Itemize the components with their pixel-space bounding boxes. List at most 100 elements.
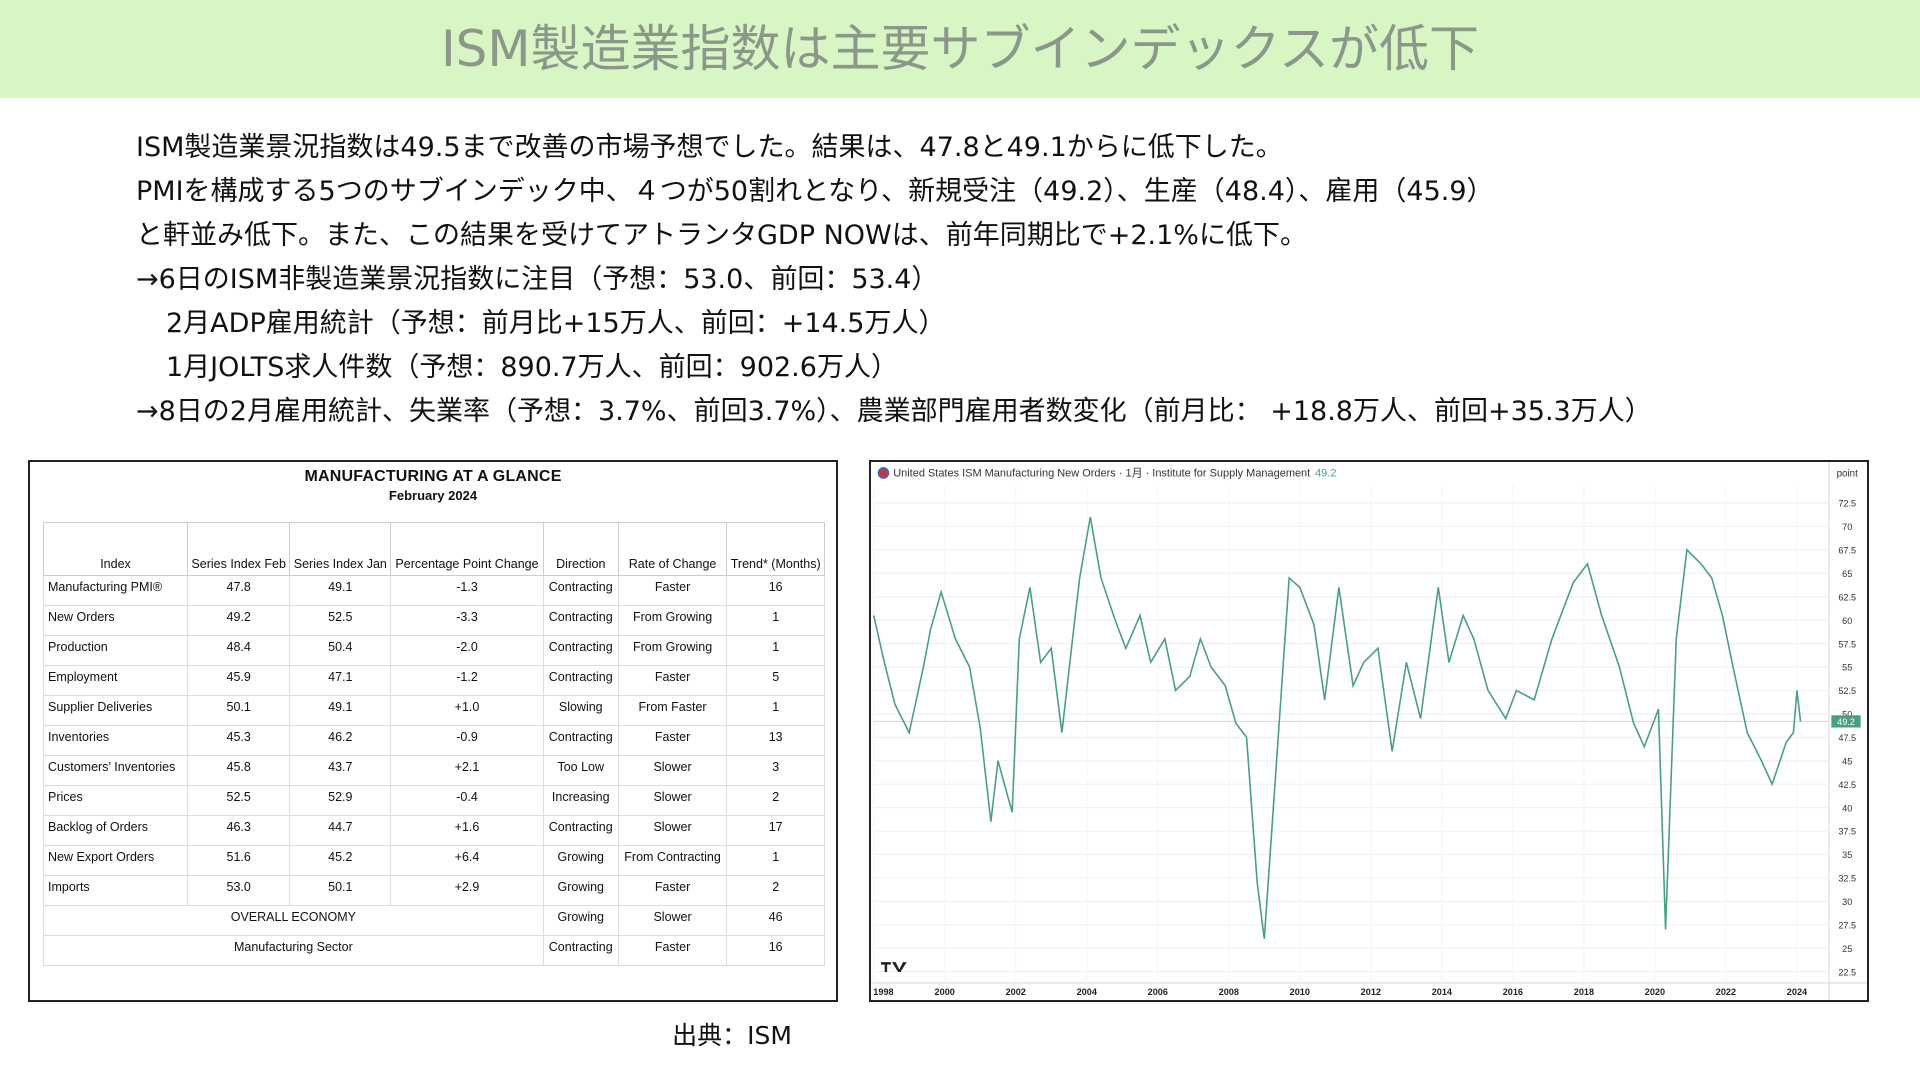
table-cell: 5 — [726, 665, 825, 696]
table-cell: Faster — [617, 875, 728, 906]
table-cell: 47.8 — [186, 575, 291, 606]
table-cell: New Export Orders — [43, 845, 188, 876]
text-line: 2月ADP雇用統計（予想：前月比+15万人、前回：+14.5万人） — [166, 308, 946, 339]
header-row: Index Series Index Feb Series Index Jan Per… — [43, 522, 825, 576]
table-cell: 48.4 — [186, 635, 291, 666]
table-row: Manufacturing PMI® 47.8 49.1 -1.3 Contractin… — [43, 575, 825, 606]
x-tick-label: 2004 — [1077, 987, 1098, 997]
table-row: Manufacturing Sector Contracting Faster 16 — [43, 935, 825, 966]
table-cell: Too Low — [542, 755, 619, 786]
table-row: Inventories 45.3 46.2 -0.9 Contracting Faster… — [43, 725, 825, 756]
table-cell: Production — [43, 635, 188, 666]
table-cell: 45.2 — [289, 845, 392, 876]
x-tick-label: 2022 — [1716, 987, 1736, 997]
table-cell: 45.8 — [186, 755, 291, 786]
table-row: New Export Orders 51.6 45.2 +6.4 Growing From… — [43, 845, 825, 876]
table-cell: Contracting — [542, 935, 619, 966]
y-tick-label: 60 — [1842, 616, 1852, 626]
table-cell: 46 — [726, 905, 825, 936]
table-cell: -0.4 — [390, 785, 544, 816]
flag-icon — [877, 467, 890, 479]
chart-panel: United States ISM Manufacturing New Orde… — [869, 460, 1869, 1002]
table-cell: Slowing — [542, 695, 619, 726]
table-row: Backlog of Orders 46.3 44.7 +1.6 Contracting… — [43, 815, 825, 846]
table-cell: Slower — [617, 815, 728, 846]
table-row: OVERALL ECONOMY Growing Slower 46 — [43, 905, 825, 936]
table-cell: Supplier Deliveries — [43, 695, 188, 726]
last-value-tag-label: 49.2 — [1837, 717, 1855, 727]
table-cell: 50.1 — [186, 695, 291, 726]
table-cell: Manufacturing PMI® — [43, 575, 188, 606]
x-tick-label: 2002 — [1006, 987, 1026, 997]
table-cell: Contracting — [542, 725, 619, 756]
text-line: と軒並み低下。また、この結果を受けてアトランタGDP NOWは、前年同期比で+2… — [136, 220, 1307, 251]
table-cell: Slower — [617, 755, 728, 786]
table-title: MANUFACTURING AT A GLANCE — [304, 468, 562, 485]
table-cell: 43.7 — [289, 755, 392, 786]
table-cell: 2 — [726, 875, 825, 906]
table-cell: 17 — [726, 815, 825, 846]
x-tick-label: 2016 — [1503, 987, 1523, 997]
table-cell: Faster — [617, 725, 728, 756]
x-tick-label: 2014 — [1432, 987, 1453, 997]
table-row: Prices 52.5 52.9 -0.4 Increasing Slower 2 — [43, 785, 825, 816]
table-cell: Increasing — [542, 785, 619, 816]
last-value-label: 49.2 — [1315, 468, 1336, 480]
table-cell: +1.6 — [390, 815, 544, 846]
y-tick-label: 37.5 — [1838, 827, 1856, 837]
table-cell: 1 — [726, 605, 825, 636]
y-tick-label: 50 — [1842, 710, 1852, 720]
table-cell: 51.6 — [186, 845, 291, 876]
y-tick-label: 70 — [1842, 522, 1852, 532]
table-cell: From Growing — [617, 605, 728, 636]
table-cell: 44.7 — [289, 815, 392, 846]
table-cell: Inventories — [43, 725, 188, 756]
table-cell: Growing — [542, 875, 619, 906]
x-tick-label: 2012 — [1361, 987, 1381, 997]
table-cell: -3.3 — [390, 605, 544, 636]
table-cell: Faster — [617, 575, 728, 606]
column-header: Percentage Point Change — [390, 522, 544, 576]
column-header: Trend* (Months) — [726, 522, 825, 576]
x-tick-label: 2020 — [1645, 987, 1665, 997]
y-tick-label: 25 — [1842, 944, 1852, 954]
last-value-tag — [1831, 715, 1861, 728]
table-cell: 50.1 — [289, 875, 392, 906]
table-cell: -0.9 — [390, 725, 544, 756]
table-cell: 46.2 — [289, 725, 392, 756]
logo — [881, 962, 907, 972]
table-cell: 46.3 — [186, 815, 291, 846]
table-cell: 52.9 — [289, 785, 392, 816]
series-line — [872, 516, 1802, 939]
table-cell: Contracting — [542, 815, 619, 846]
table-cell: Contracting — [542, 665, 619, 696]
table-cell: Slower — [617, 905, 728, 936]
table-cell: Contracting — [542, 635, 619, 666]
table-cell: Faster — [617, 665, 728, 696]
table-cell: -1.2 — [390, 665, 544, 696]
table: Index Series Index Feb Series Index Jan Per… — [43, 522, 825, 966]
chart: United States ISM Manufacturing New Orde… — [871, 462, 1867, 1000]
table-cell: -1.3 — [390, 575, 544, 606]
table-cell: Growing — [542, 845, 619, 876]
y-tick-label: 47.5 — [1838, 733, 1856, 743]
text-line: →6日のISM非製造業景況指数に注目（予想：53.0、前回：53.4） — [136, 264, 939, 295]
y-tick-label: 22.5 — [1838, 967, 1856, 977]
table-cell: Growing — [542, 905, 619, 936]
table-cell: Employment — [43, 665, 188, 696]
table-cell: 52.5 — [289, 605, 392, 636]
table-cell: From Contracting — [617, 845, 728, 876]
x-tick-label: 2000 — [935, 987, 955, 997]
text-line: 1月JOLTS求人件数（予想：890.7万人、前回：902.6万人） — [166, 352, 898, 383]
column-header: Index — [43, 522, 188, 576]
y-tick-label: 57.5 — [1838, 639, 1856, 649]
table-cell: 49.1 — [289, 695, 392, 726]
y-tick-label: 65 — [1842, 569, 1852, 579]
y-tick-label: 32.5 — [1838, 874, 1856, 884]
table-cell: 47.1 — [289, 665, 392, 696]
x-tick-label: 2010 — [1290, 987, 1310, 997]
x-tick-label: 2018 — [1574, 987, 1594, 997]
y-tick-label: 40 — [1842, 803, 1852, 813]
column-header: Series Index Jan — [289, 522, 392, 576]
